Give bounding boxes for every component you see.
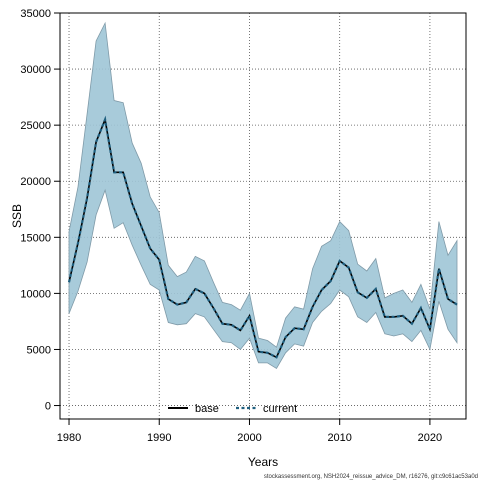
series-line-current (67, 115, 458, 359)
y-tick-label: 35000 (20, 8, 51, 20)
legend-label-base: base (195, 403, 219, 415)
series-lines (67, 115, 458, 359)
footnote: stockassessment.org, NSH2024_reissue_adv… (264, 474, 478, 480)
y-axis: 0 5000 10000 15000 20000 25000 30000 35000 (20, 8, 60, 413)
x-tick-label: 2020 (418, 432, 442, 444)
y-tick-label: 5000 (27, 344, 51, 356)
x-axis-title: Years (248, 455, 278, 469)
plot-frame (59, 12, 467, 420)
y-tick-label: 15000 (20, 232, 51, 244)
y-tick-label: 0 (45, 401, 51, 413)
y-tick-label: 20000 (20, 176, 51, 188)
x-tick-label: 1980 (57, 432, 81, 444)
x-tick-label: 2000 (237, 432, 261, 444)
y-tick-label: 25000 (20, 120, 51, 132)
y-axis-title: SSB (10, 204, 24, 228)
y-tick-label: 30000 (20, 64, 51, 76)
legend-label-current: current (263, 403, 297, 415)
y-tick-label: 10000 (20, 288, 51, 300)
x-tick-label: 2010 (327, 432, 351, 444)
x-tick-label: 1990 (147, 432, 171, 444)
legend: base current (168, 403, 297, 415)
confidence-band (68, 21, 458, 370)
x-axis: 1980 1990 2000 2010 2020 (57, 419, 442, 444)
